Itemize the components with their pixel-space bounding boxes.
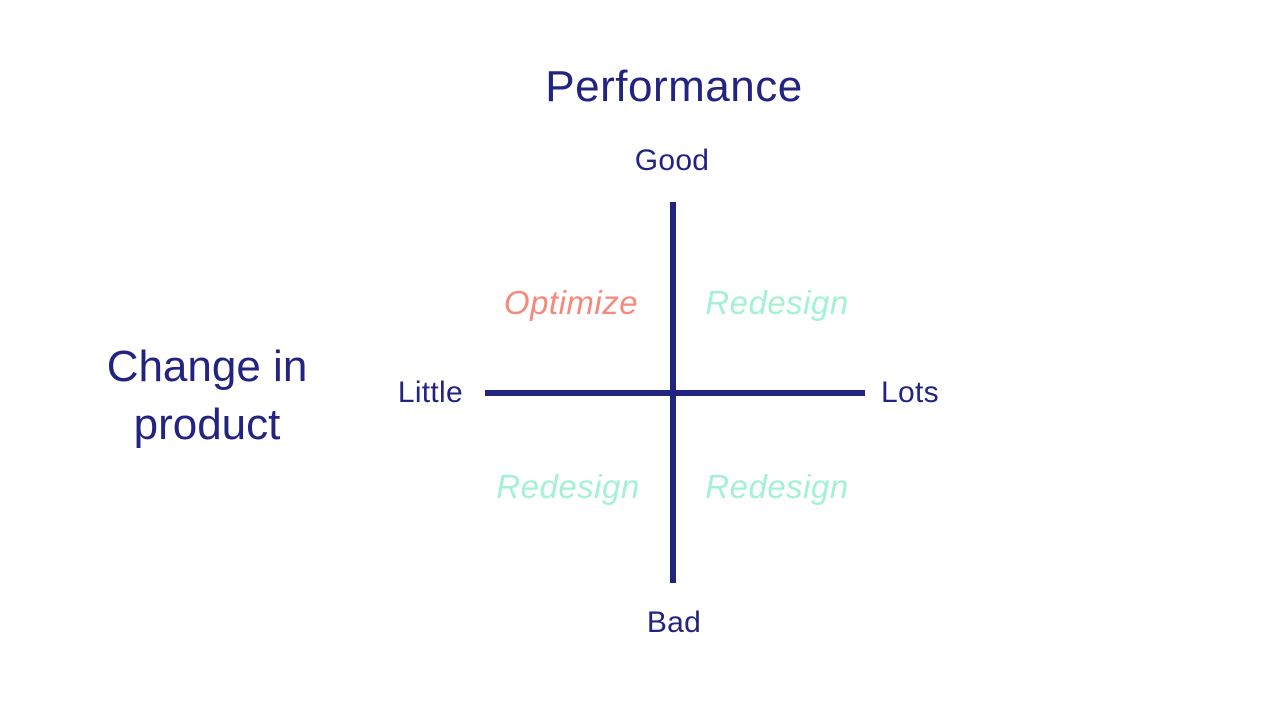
quadrant-label-bottom-left: Redesign bbox=[496, 468, 640, 505]
horizontal-axis-title-line2: product bbox=[133, 400, 281, 449]
vertical-axis-title: Performance bbox=[545, 62, 803, 111]
horizontal-axis-title-line1: Change in bbox=[106, 342, 308, 391]
y-axis-bottom-label: Bad bbox=[646, 606, 702, 639]
horizontal-axis-line bbox=[485, 390, 865, 396]
quadrant-label-top-right: Redesign bbox=[705, 284, 849, 321]
quadrant-label-top-left: Optimize bbox=[503, 284, 639, 321]
y-axis-top-label: Good bbox=[634, 144, 710, 177]
x-axis-left-label: Little bbox=[397, 376, 463, 409]
horizontal-axis-title: Change in product bbox=[37, 338, 377, 454]
quadrant-label-bottom-right: Redesign bbox=[705, 468, 849, 505]
x-axis-right-label: Lots bbox=[881, 376, 939, 409]
